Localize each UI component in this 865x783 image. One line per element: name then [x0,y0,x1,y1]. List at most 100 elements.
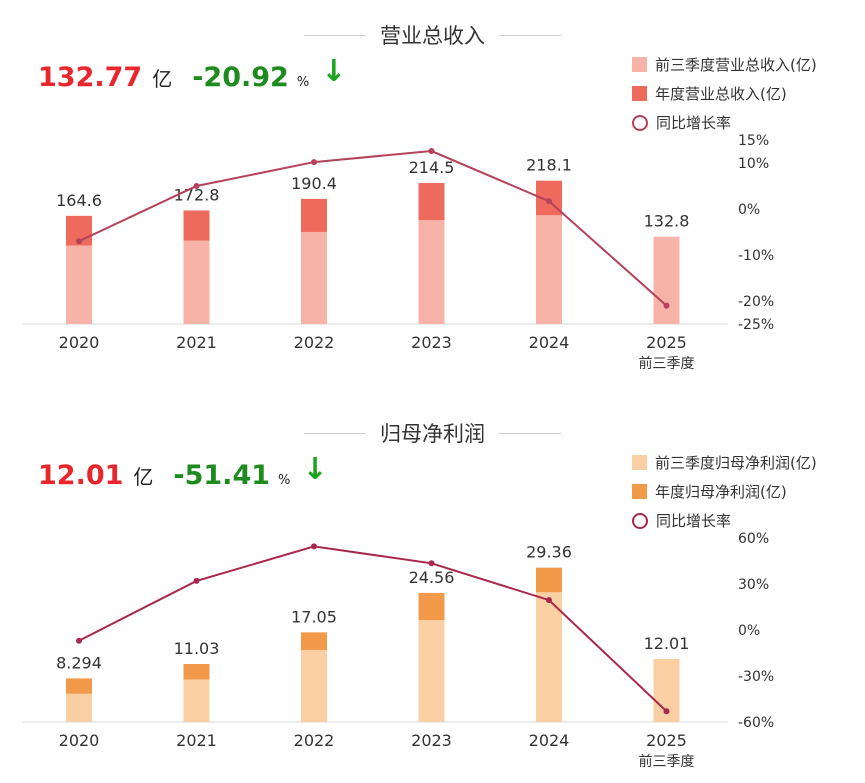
legend-item-growth[interactable]: 同比增长率 [632,506,817,535]
growth-point-2024 [546,597,552,604]
y-right-tick-label: 30% [738,577,769,593]
growth-point-2020 [76,637,82,644]
x-tick-label-2022: 2022 [294,731,335,750]
data-label-2020: 8.294 [56,653,102,672]
legend-swatch-full [632,86,647,101]
x-tick-label-2020: 2020 [59,333,100,352]
bar-partial-2024 [536,215,562,324]
data-label-2024: 218.1 [526,156,572,175]
growth-point-2023 [428,560,435,567]
down-arrow-icon: ↓ [321,54,347,89]
revenue-legend: 前三季度营业总收入(亿) 年度营业总收入(亿) 同比增长率 [632,50,817,137]
legend-label-partial: 前三季度归母净利润(亿) [655,454,817,472]
y-right-tick-label: -25% [738,317,774,333]
bar-partial-2022 [301,649,327,722]
y-right-tick-label: 0% [738,202,760,218]
bar-partial-2021 [183,240,210,324]
x-tick-label-2025: 2025 [646,731,687,750]
title-divider-right [499,34,561,36]
title-divider-left [304,34,366,36]
x-tick-label-2023: 2023 [411,333,452,352]
data-label-2022: 190.4 [291,174,337,193]
growth-point-2021 [193,183,200,189]
growth-point-2021 [193,577,200,584]
legend-swatch-partial [632,57,647,72]
legend-marker-growth [632,512,648,529]
x-tick-label-2025: 2025 [646,333,687,352]
legend-swatch-partial [632,455,647,470]
revenue-chart: 164.6 2020 172.8 2021 190.4 2022 214.5 2023 218.… [22,133,774,372]
y-right-tick-label: 10% [738,156,769,172]
growth-rate-line [78,150,668,307]
data-label-2025: 132.8 [644,212,690,231]
revenue-kpi: 132.77 亿 -20.92 % ↓ [38,54,346,102]
growth-point-2020 [76,238,82,245]
down-arrow-icon: ↓ [302,452,328,487]
legend-item-full[interactable]: 年度营业总收入(亿) [632,79,817,108]
legend-label-full: 年度归母净利润(亿) [655,483,787,501]
x-tick-label-2024: 2024 [529,731,570,750]
y-right-tick-label: 0% [738,623,760,639]
bar-partial-2025 [653,236,680,324]
data-label-2021: 172.8 [174,185,220,204]
y-right-tick-label: 60% [738,531,769,547]
net-profit-chart: 8.294 2020 11.03 2021 17.05 2022 24.56 2023 29.3… [22,531,774,770]
growth-point-2025 [663,302,670,309]
net-profit-kpi-unit: 亿 [133,465,154,489]
data-label-2022: 17.05 [291,607,337,626]
x-tick-label-2020: 2020 [59,731,100,750]
y-right-tick-label: -20% [738,294,774,310]
growth-rate-line [78,545,668,712]
x-tick-label-2022: 2022 [294,333,335,352]
net-profit-kpi-change: -51.41 [173,460,271,491]
bar-partial-2024 [536,592,562,722]
net-profit-legend: 前三季度归母净利润(亿) 年度归母净利润(亿) 同比增长率 [632,448,817,535]
data-label-2023: 214.5 [409,158,455,177]
y-right-tick-label: 15% [738,133,769,149]
net-profit-kpi: 12.01 亿 -51.41 % ↓ [38,452,328,500]
y-right-tick-label: -30% [738,669,774,685]
revenue-title-bar: 营业总收入 [290,18,575,52]
data-label-2021: 11.03 [174,639,220,658]
x-tick-label-2024: 2024 [529,333,570,352]
bar-partial-2023 [418,220,445,324]
net-profit-panel: 归母净利润 12.01 亿 -51.41 % ↓ 前三季度归母净利润(亿) 年度… [0,398,865,783]
bar-partial-2022 [301,231,327,324]
legend-label-growth: 同比增长率 [656,512,732,530]
revenue-kpi-unit: 亿 [152,67,173,91]
bar-partial-2020 [66,245,92,324]
growth-point-2023 [428,148,435,155]
x-tick-label-2021: 2021 [176,731,217,750]
y-right-tick-label: -60% [738,715,774,731]
legend-item-partial[interactable]: 前三季度归母净利润(亿) [632,448,817,477]
net-profit-kpi-value: 12.01 [38,460,124,491]
legend-marker-growth [632,114,648,131]
growth-point-2022 [311,159,317,166]
legend-item-full[interactable]: 年度归母净利润(亿) [632,477,817,506]
net-profit-title-bar: 归母净利润 [290,416,575,450]
growth-point-2024 [546,198,552,205]
legend-item-partial[interactable]: 前三季度营业总收入(亿) [632,50,817,79]
growth-point-2025 [663,708,670,715]
title-divider-right [499,432,561,434]
data-label-2024: 29.36 [526,543,572,562]
legend-swatch-full [632,484,647,499]
legend-item-growth[interactable]: 同比增长率 [632,108,817,137]
data-label-2023: 24.56 [409,568,455,587]
revenue-kpi-change: -20.92 [192,62,289,93]
data-label-2020: 164.6 [56,191,102,210]
net-profit-title: 归母净利润 [380,422,485,446]
x-tick-sublabel-2025: 前三季度 [639,355,695,372]
growth-point-2022 [311,543,317,550]
legend-label-growth: 同比增长率 [656,114,732,132]
revenue-kpi-value: 132.77 [38,62,143,93]
revenue-title: 营业总收入 [380,24,485,48]
y-right-tick-label: -10% [738,248,774,264]
revenue-panel: 营业总收入 132.77 亿 -20.92 % ↓ 前三季度营业总收入(亿) 年… [0,0,865,385]
title-divider-left [304,432,366,434]
legend-label-full: 年度营业总收入(亿) [655,85,787,103]
revenue-kpi-percent: % [296,75,310,90]
x-tick-label-2023: 2023 [411,731,452,750]
data-label-2025: 12.01 [644,634,690,653]
bar-partial-2023 [418,620,445,722]
